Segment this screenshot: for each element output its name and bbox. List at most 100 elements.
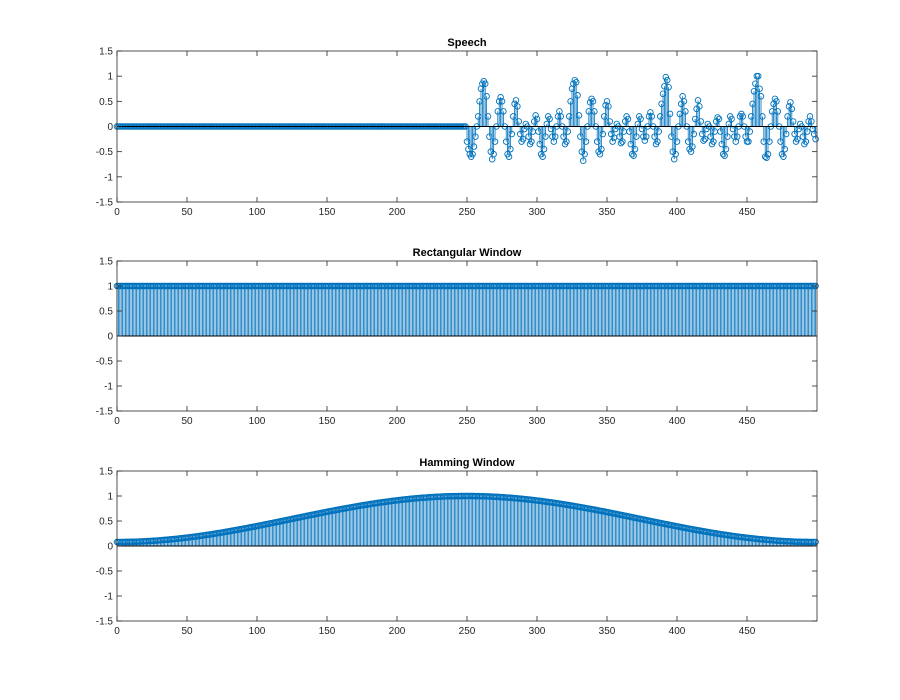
y-tick-label: 1 — [107, 282, 113, 293]
stem-marker — [577, 133, 584, 140]
stem-marker — [571, 76, 579, 84]
speech-title: Speech — [447, 37, 486, 49]
stem-marker — [472, 133, 479, 140]
stem-marker — [662, 73, 670, 81]
y-tick-label: -1.5 — [96, 198, 114, 209]
stem-marker — [539, 153, 546, 160]
stem-marker — [698, 130, 706, 138]
x-tick-label: 50 — [181, 416, 193, 427]
stem-marker — [721, 152, 728, 159]
stem-marker — [546, 115, 553, 123]
stem-marker — [747, 113, 755, 120]
stem-marker — [642, 133, 650, 140]
stem-marker — [763, 154, 770, 161]
x-tick-label: 400 — [669, 626, 686, 637]
stem-marker — [651, 133, 658, 140]
stem-marker — [697, 118, 705, 125]
stem-marker — [560, 133, 567, 140]
stem-marker — [633, 133, 640, 140]
stem-marker — [791, 130, 798, 138]
y-tick-label: 0 — [107, 332, 113, 343]
stem-marker — [481, 80, 489, 87]
stem-marker — [694, 97, 702, 104]
y-tick-label: -1 — [104, 172, 113, 183]
stem-marker — [540, 145, 548, 153]
y-tick-label: 1 — [107, 72, 113, 83]
x-tick-label: 150 — [319, 626, 336, 637]
stem-marker — [787, 99, 794, 106]
stem-marker — [739, 113, 747, 120]
stem-marker — [574, 92, 581, 99]
stem-marker — [507, 145, 514, 153]
stem-marker — [752, 80, 759, 87]
stem-marker — [532, 112, 539, 119]
stem-marker — [782, 130, 790, 138]
stem-marker — [680, 98, 688, 105]
stem-marker — [722, 145, 730, 153]
stem-marker — [502, 138, 510, 145]
stem-marker — [589, 98, 597, 105]
stem-marker — [780, 153, 787, 160]
stem-marker — [565, 113, 573, 120]
stem-marker — [777, 138, 784, 145]
stem-marker — [602, 102, 609, 109]
stem-marker — [672, 150, 679, 158]
y-tick-label: 0.5 — [99, 307, 113, 318]
stem-marker — [656, 113, 664, 120]
stem-marker — [648, 113, 656, 120]
stem-marker — [659, 90, 667, 98]
stem-marker — [528, 138, 535, 145]
stem-marker — [476, 98, 483, 105]
stem-marker — [784, 113, 791, 120]
y-tick-label: -0.5 — [96, 357, 114, 368]
x-tick-label: 300 — [529, 416, 546, 427]
stem-marker — [582, 138, 590, 145]
stem-marker — [533, 115, 541, 123]
stem-marker — [766, 138, 773, 145]
x-tick-label: 300 — [529, 207, 546, 218]
stem-marker — [647, 109, 654, 116]
stem-marker — [605, 103, 612, 110]
x-tick-label: 350 — [599, 207, 616, 218]
stem-marker — [626, 128, 633, 135]
stem-marker — [606, 118, 614, 125]
rectangular-window-title: Rectangular Window — [413, 247, 522, 259]
stem-marker — [486, 133, 493, 140]
stem-marker — [808, 118, 815, 125]
stems — [113, 492, 819, 546]
stem-marker — [673, 138, 681, 145]
stem-marker — [696, 103, 703, 110]
stem-marker — [557, 113, 565, 120]
stem-marker — [682, 108, 689, 115]
x-tick-label: 100 — [249, 416, 266, 427]
x-tick-label: 0 — [114, 207, 120, 218]
stem-marker — [719, 150, 727, 158]
stem-marker — [563, 138, 570, 145]
plot-area — [113, 260, 819, 412]
stem-marker — [707, 133, 714, 140]
x-tick-label: 400 — [669, 416, 686, 427]
stem-marker — [470, 143, 478, 150]
stem-marker — [654, 138, 661, 145]
y-tick-label: -1.5 — [96, 617, 114, 628]
stem-marker — [508, 130, 516, 138]
stem-marker — [746, 128, 754, 135]
x-tick-label: 50 — [181, 626, 193, 637]
x-tick-label: 100 — [249, 207, 266, 218]
plot-area — [113, 470, 819, 622]
stem-marker — [658, 100, 665, 108]
hamming-window-title: Hamming Window — [419, 457, 515, 469]
stem-marker — [802, 138, 810, 145]
stem-marker — [684, 138, 692, 145]
stem-marker — [754, 72, 762, 80]
stem-marker — [617, 139, 625, 147]
stem-marker — [689, 143, 696, 150]
stem-marker — [700, 137, 707, 144]
x-tick-label: 50 — [181, 207, 193, 218]
stem-marker — [749, 100, 756, 108]
y-tick-label: 0 — [107, 122, 113, 133]
x-tick-label: 450 — [739, 207, 756, 218]
stem-marker — [781, 145, 789, 153]
stem-marker — [490, 150, 497, 158]
